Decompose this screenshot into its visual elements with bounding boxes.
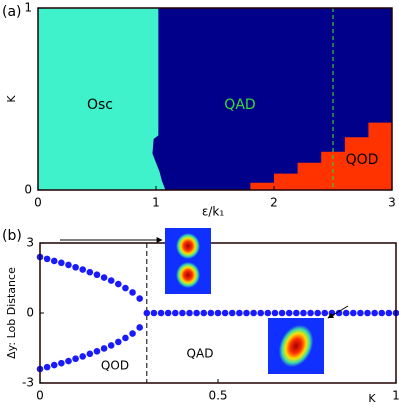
x-axis-label: K xyxy=(368,392,376,405)
point xyxy=(278,309,286,317)
point xyxy=(179,309,186,317)
region-qod xyxy=(220,104,392,190)
point xyxy=(50,257,58,265)
point xyxy=(264,309,272,317)
point xyxy=(107,342,115,349)
point xyxy=(285,309,293,317)
point xyxy=(50,361,58,369)
point xyxy=(100,274,108,281)
point xyxy=(385,309,393,317)
point xyxy=(122,334,129,342)
point xyxy=(107,277,115,284)
x-tick-label: 1 xyxy=(152,196,160,210)
point xyxy=(307,309,314,317)
arrow xyxy=(327,305,349,319)
point xyxy=(357,309,364,317)
point xyxy=(164,309,172,317)
point xyxy=(193,309,200,317)
point xyxy=(314,309,321,317)
y-axis-label: Δy: Lob Distance xyxy=(5,267,18,359)
point xyxy=(115,338,122,346)
point xyxy=(58,359,65,367)
point xyxy=(228,309,236,317)
y-tick-label: 0 xyxy=(26,306,34,320)
point xyxy=(171,309,179,317)
point xyxy=(86,350,94,358)
point xyxy=(43,255,51,263)
point xyxy=(65,357,72,365)
point xyxy=(207,309,215,317)
annotation: QOD xyxy=(101,359,129,373)
point xyxy=(236,309,243,317)
point xyxy=(72,355,79,363)
point xyxy=(115,280,122,288)
point xyxy=(364,309,371,317)
point xyxy=(293,309,300,317)
x-tick-label: 1 xyxy=(392,389,399,403)
point xyxy=(43,363,51,371)
point xyxy=(79,353,87,360)
point xyxy=(72,263,79,271)
point xyxy=(100,345,108,352)
point xyxy=(221,309,229,317)
y-tick-label: 0 xyxy=(24,183,32,197)
point xyxy=(200,309,208,317)
x-tick-label: 2 xyxy=(270,196,278,210)
y-axis-label: K xyxy=(5,95,18,103)
point xyxy=(250,309,257,317)
point xyxy=(150,309,158,317)
plot-frame xyxy=(37,7,393,191)
point xyxy=(243,309,250,317)
x-tick-label: 0 xyxy=(36,389,44,403)
point xyxy=(79,266,87,273)
point xyxy=(257,309,265,317)
panel-label: (b) xyxy=(2,228,22,244)
region-osc xyxy=(38,8,166,190)
x-tick-label: 0 xyxy=(34,196,42,210)
x-axis-label: ε/k₁ xyxy=(202,205,224,219)
point xyxy=(335,309,343,317)
point xyxy=(65,261,72,269)
point xyxy=(378,309,386,317)
point xyxy=(136,295,143,302)
point xyxy=(157,309,165,317)
point xyxy=(214,309,222,317)
region-label: QOD xyxy=(346,152,379,168)
point xyxy=(300,309,307,317)
point xyxy=(129,289,136,296)
point xyxy=(349,309,357,317)
point xyxy=(86,268,94,276)
point xyxy=(129,330,136,337)
point xyxy=(93,347,101,355)
point xyxy=(143,309,151,317)
point xyxy=(93,271,101,279)
region-label: QAD xyxy=(224,97,255,113)
point xyxy=(342,309,350,317)
point xyxy=(58,259,65,267)
point xyxy=(122,284,129,292)
panel-label: (a) xyxy=(2,4,22,20)
annotation: QAD xyxy=(187,347,214,361)
x-tick-label: 3 xyxy=(388,196,396,210)
inset-blob xyxy=(176,262,200,288)
y-tick-label: -3 xyxy=(22,376,34,390)
y-tick-label: 3 xyxy=(26,236,34,250)
inset-blob xyxy=(278,324,314,368)
point xyxy=(321,309,329,317)
y-tick-label: 1 xyxy=(24,1,32,15)
point xyxy=(136,324,143,331)
point xyxy=(186,309,193,317)
x-tick-label: 0.5 xyxy=(208,389,227,403)
point xyxy=(371,309,378,317)
insets xyxy=(60,228,349,374)
point xyxy=(271,309,279,317)
region-label: Osc xyxy=(87,97,113,113)
inset-blob xyxy=(176,233,200,259)
